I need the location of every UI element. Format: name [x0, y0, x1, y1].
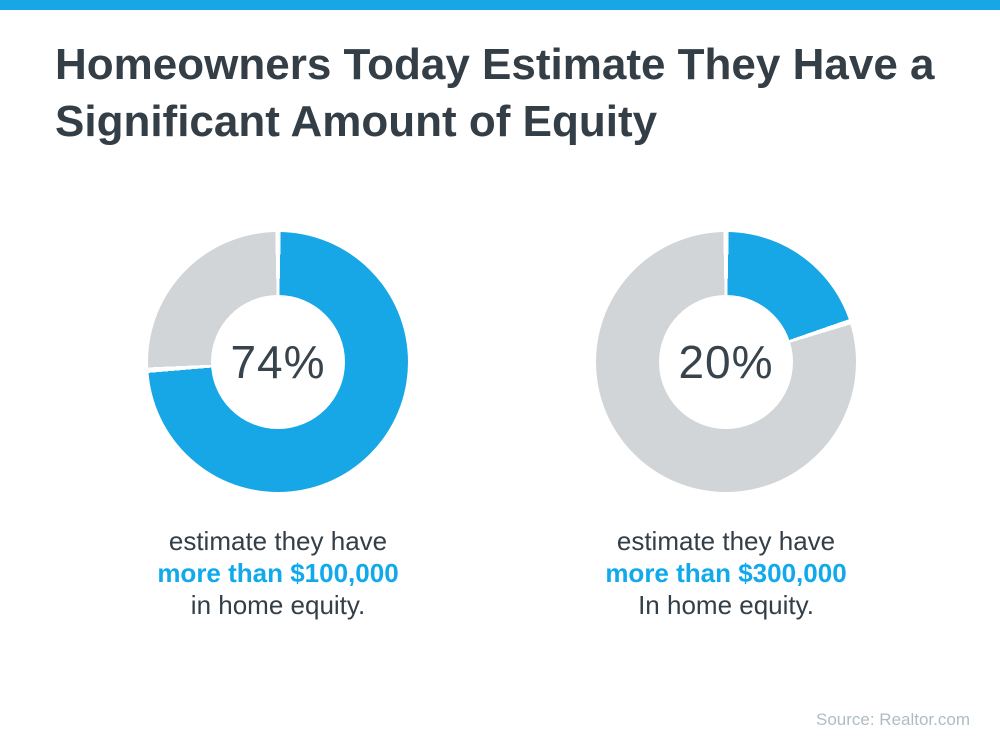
donut-ring-100k: 74%	[148, 232, 408, 492]
donut-hole-100k: 74%	[211, 295, 345, 429]
caption-100k-line3: in home equity.	[190, 590, 366, 620]
source-attribution: Source: Realtor.com	[815, 710, 970, 729]
donut-chart-100k: 74%	[148, 232, 408, 492]
caption-300k-amount: more than $300,000	[605, 558, 847, 588]
page-title-line2: Significant Amount of Equity	[55, 97, 658, 146]
caption-300k-line1: estimate they have	[616, 526, 836, 556]
percent-label-100k: 74%	[230, 336, 326, 388]
caption-300k: estimate they have more than $300,000 In…	[546, 525, 906, 621]
caption-100k: estimate they have more than $100,000 in…	[98, 525, 458, 621]
page-title: Homeowners Today Estimate They Have a Si…	[55, 36, 965, 150]
donut-ring-300k: 20%	[596, 232, 856, 492]
donut-hole-300k: 20%	[659, 295, 793, 429]
caption-300k-line3: In home equity.	[638, 590, 814, 620]
caption-100k-amount: more than $100,000	[157, 558, 399, 588]
page-title-line1: Homeowners Today Estimate They Have a	[55, 40, 935, 89]
top-accent-bar	[0, 0, 1000, 10]
donut-chart-300k: 20%	[596, 232, 856, 492]
caption-100k-line1: estimate they have	[168, 526, 388, 556]
percent-label-300k: 20%	[678, 336, 774, 388]
